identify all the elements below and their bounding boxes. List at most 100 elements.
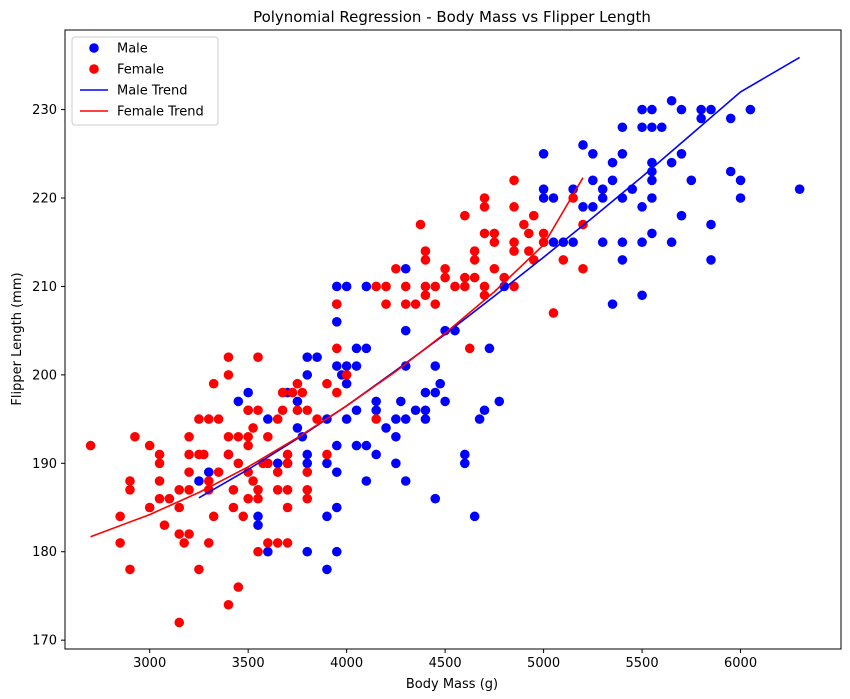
female-point (302, 485, 313, 495)
male-point (676, 149, 687, 159)
female-point (410, 299, 421, 309)
male-point (588, 149, 598, 159)
male-point (647, 157, 657, 168)
male-point (361, 343, 372, 354)
male-point (597, 184, 608, 194)
female-point (282, 485, 293, 495)
y-tick-label: 210 (32, 280, 57, 295)
female-point (233, 431, 244, 442)
legend: Male Female Male Trend Female Trend (71, 36, 219, 126)
female-point (524, 246, 534, 256)
male-point (322, 458, 332, 469)
female-point (302, 467, 313, 477)
male-point (637, 202, 647, 212)
male-point (243, 387, 253, 398)
male-point (469, 511, 480, 522)
female-point (154, 493, 165, 504)
male-point (420, 387, 431, 398)
female-point (277, 387, 288, 398)
female-point (489, 237, 500, 248)
male-point (194, 476, 204, 486)
male-point (361, 476, 372, 486)
male-point (302, 352, 313, 362)
female-point (223, 370, 234, 380)
male-point (568, 237, 578, 248)
female-point (125, 485, 135, 495)
male-point (706, 219, 716, 230)
male-point (351, 343, 362, 354)
male-point (312, 352, 322, 362)
male-point (272, 458, 283, 469)
male-point (617, 255, 628, 265)
male-point (332, 281, 342, 292)
female-point (469, 255, 480, 265)
male-point (637, 237, 647, 248)
male-point (400, 414, 411, 424)
male-point (538, 193, 549, 203)
male-point (253, 520, 263, 530)
female-point (85, 440, 96, 451)
female-point (460, 281, 470, 292)
male-point (548, 237, 559, 248)
female-point (558, 255, 569, 265)
female-point (179, 538, 189, 548)
female-point (263, 431, 273, 442)
female-point (144, 502, 155, 513)
male-point (341, 361, 352, 371)
female-point (381, 281, 391, 292)
x-tick-label: 5000 (527, 656, 560, 671)
female-point (479, 228, 490, 239)
female-point (440, 272, 450, 283)
female-point (282, 538, 293, 548)
female-point (253, 352, 263, 362)
male-point (400, 476, 411, 486)
male-point (302, 370, 313, 380)
female-point (248, 423, 258, 433)
male-point (794, 184, 805, 194)
male-point (696, 113, 706, 124)
female-point (371, 414, 381, 424)
y-tick-label: 230 (32, 103, 57, 118)
male-point (637, 122, 647, 133)
male-point (410, 405, 421, 416)
male-point (494, 396, 505, 407)
male-point (420, 405, 431, 416)
male-point (725, 113, 736, 124)
female-point (223, 352, 234, 362)
male-point (420, 414, 431, 424)
male-point (647, 122, 657, 133)
female-point (332, 343, 342, 354)
female-point (528, 210, 539, 221)
male-point (400, 263, 411, 274)
male-point (706, 255, 716, 265)
male-point (263, 414, 273, 424)
male-point (676, 210, 687, 221)
female-point (509, 281, 519, 292)
male-point (322, 511, 332, 522)
male-point (617, 237, 628, 248)
female-point (479, 202, 490, 212)
female-point (440, 263, 450, 274)
female-point (194, 564, 204, 575)
female-point (125, 476, 135, 486)
female-point (568, 193, 578, 203)
female-point (519, 219, 529, 230)
male-point (371, 405, 381, 416)
female-point (509, 175, 519, 186)
female-point (203, 476, 214, 486)
x-tick-label: 4500 (429, 656, 462, 671)
male-point (440, 396, 450, 407)
female-point (115, 511, 125, 522)
legend-label: Male Trend (117, 84, 188, 99)
male-point (588, 202, 598, 212)
female-point (203, 538, 214, 548)
female-point (415, 219, 426, 230)
male-point (341, 378, 352, 389)
male-point (538, 149, 549, 159)
male-point (637, 290, 647, 301)
female-point (464, 343, 475, 354)
female-point (272, 414, 283, 424)
female-point (238, 511, 249, 522)
female-point (164, 493, 175, 504)
